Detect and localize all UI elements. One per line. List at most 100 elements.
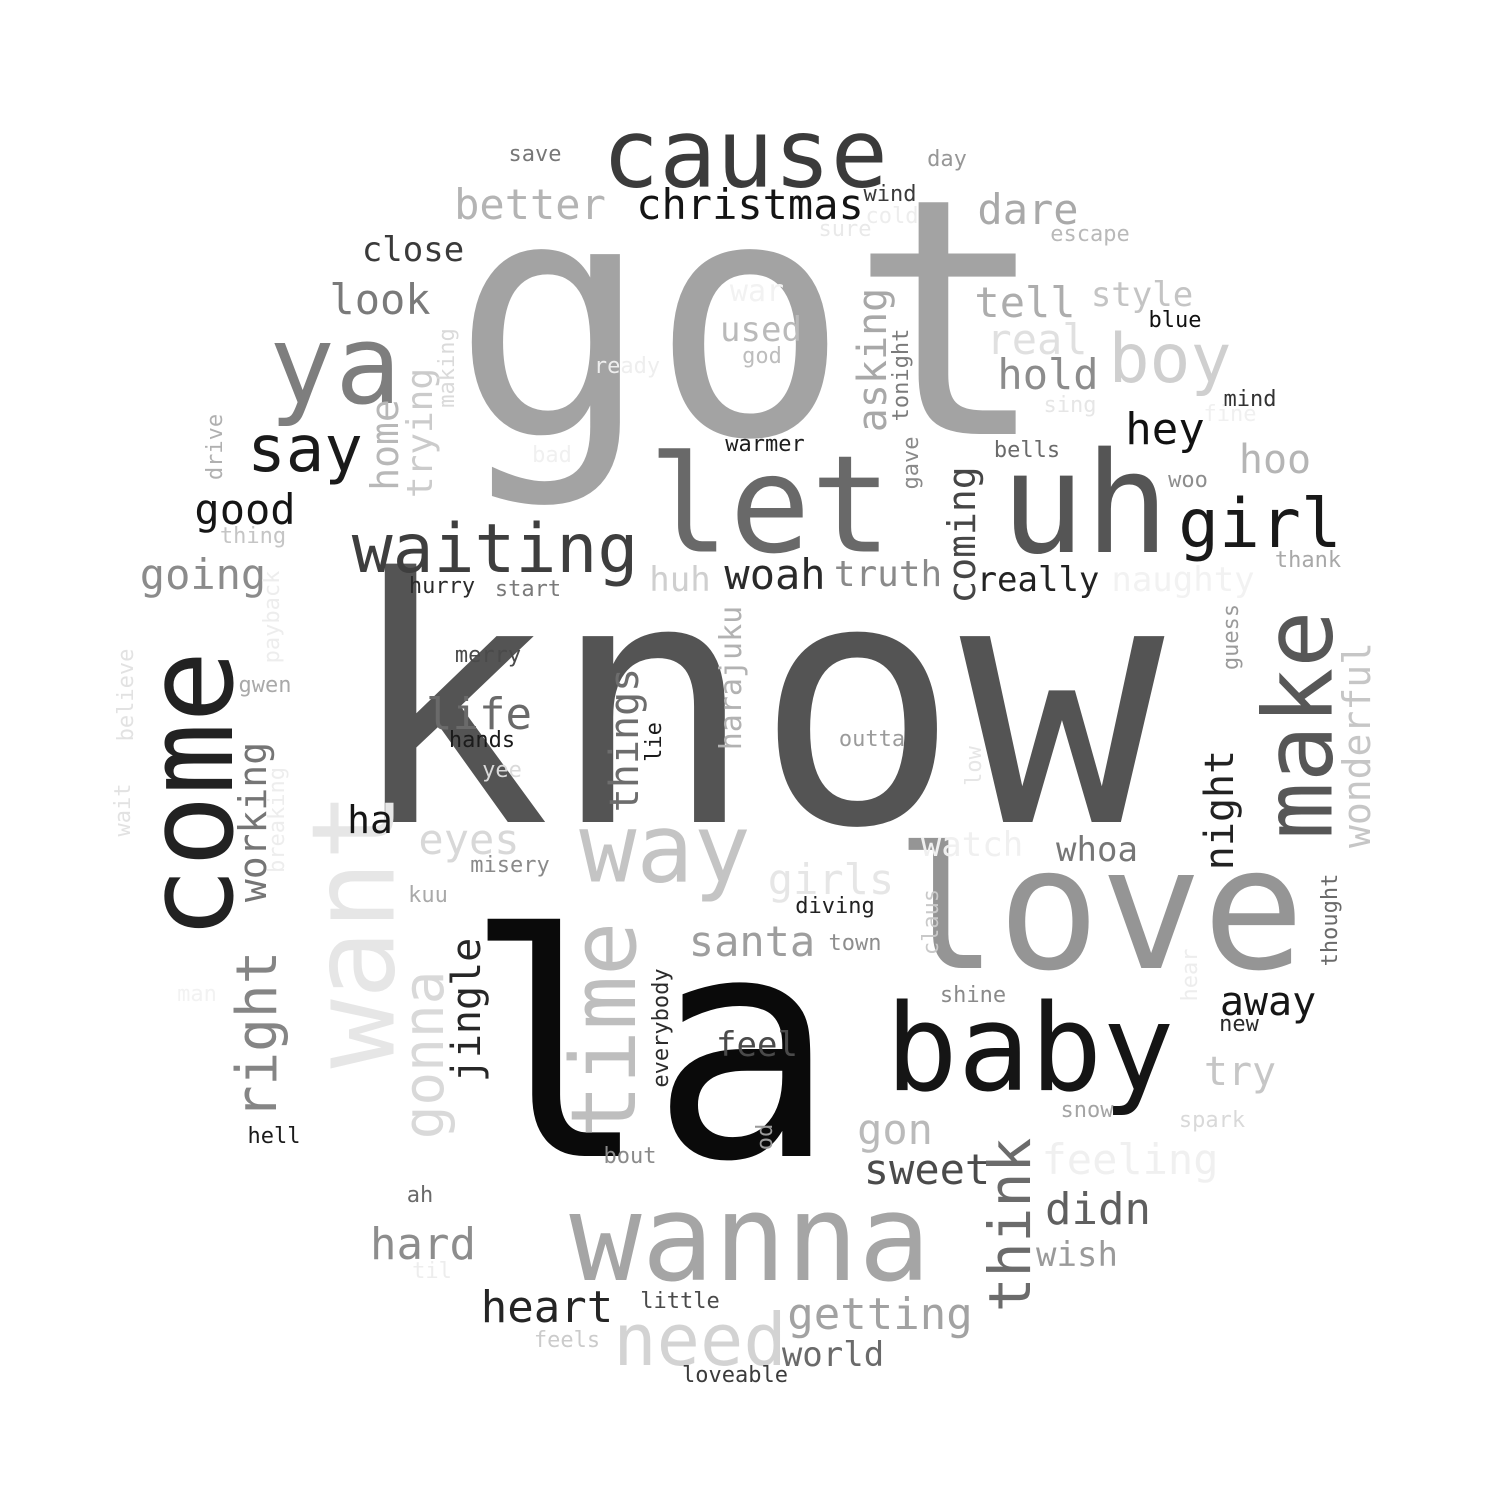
- word-hands: hands: [448, 728, 516, 753]
- word-look: look: [329, 275, 431, 324]
- word-wish: wish: [1036, 1235, 1118, 1275]
- word-hold: hold: [997, 350, 1099, 399]
- word-asking: asking: [850, 287, 896, 433]
- word-day: day: [927, 147, 967, 172]
- word-diving: diving: [795, 894, 875, 919]
- word-home: home: [363, 399, 407, 491]
- word-away: away: [1219, 979, 1317, 1025]
- word-bells: bells: [993, 438, 1061, 463]
- word-naughty: naughty: [1111, 560, 1255, 600]
- word-man: man: [177, 982, 217, 1007]
- word-escape: escape: [1050, 222, 1130, 247]
- word-ya: ya: [268, 301, 402, 429]
- word-sweet: sweet: [863, 1145, 991, 1194]
- word-heart: heart: [480, 1282, 614, 1333]
- word-waiting: waiting: [351, 510, 639, 589]
- word-loveable: loveable: [682, 1363, 788, 1388]
- word-dare: dare: [977, 185, 1079, 234]
- word-feels: feels: [533, 1328, 601, 1353]
- word-time: time: [552, 921, 657, 1139]
- word-watch: watch: [920, 825, 1024, 865]
- word-coming: coming: [940, 466, 984, 604]
- word-feel: feel: [716, 1025, 798, 1065]
- word-fine: fine: [1203, 402, 1257, 427]
- word-tonight: tonight: [889, 328, 914, 422]
- word-little: little: [640, 1289, 720, 1314]
- word-woah: woah: [724, 550, 826, 599]
- word-thank: thank: [1274, 548, 1342, 573]
- word-didn: didn: [1045, 1184, 1151, 1235]
- word-payback: payback: [260, 570, 285, 664]
- word-shine: shine: [939, 983, 1007, 1008]
- word-making: making: [435, 328, 460, 408]
- word-hell: hell: [247, 1124, 301, 1149]
- word-truth: truth: [833, 554, 943, 595]
- word-bout: bout: [603, 1144, 657, 1169]
- word-misery: misery: [470, 853, 550, 878]
- word-snow: snow: [1060, 1098, 1114, 1123]
- word-say: say: [247, 413, 363, 487]
- word-right: right: [225, 950, 290, 1120]
- word-getting: getting: [787, 1289, 973, 1340]
- word-gon: gon: [857, 1105, 933, 1154]
- word-outta: outta: [838, 727, 906, 752]
- word-god: god: [742, 344, 782, 369]
- word-christmas: christmas: [636, 180, 864, 229]
- word-spark: spark: [1178, 1108, 1246, 1133]
- word-sure: sure: [818, 217, 872, 242]
- word-world: world: [781, 1335, 885, 1375]
- word-girl: girl: [1178, 485, 1342, 564]
- word-jingle: jingle: [444, 937, 490, 1083]
- word-style: style: [1090, 275, 1194, 315]
- word-trying: trying: [400, 367, 441, 499]
- word-everybody: everybody: [649, 968, 674, 1088]
- word-wait: wait: [111, 783, 136, 837]
- word-going: going: [139, 550, 267, 599]
- word-hoo: hoo: [1238, 437, 1312, 483]
- word-life: life: [426, 689, 532, 740]
- word-yee: yee: [482, 758, 522, 783]
- word-drive: drive: [203, 413, 228, 481]
- word-low: low: [962, 746, 987, 786]
- word-wonderful: wonderful: [1335, 642, 1379, 848]
- word-war: war: [729, 274, 785, 309]
- word-bad: bad: [532, 443, 572, 468]
- word-know: know: [345, 507, 1165, 903]
- word-new: new: [1219, 1012, 1259, 1037]
- word-blue: blue: [1148, 308, 1202, 333]
- word-hard: hard: [370, 1219, 476, 1270]
- word-believe: believe: [114, 648, 139, 742]
- word-cold: cold: [865, 204, 919, 229]
- word-close: close: [361, 230, 465, 270]
- word-od: od: [753, 1123, 778, 1151]
- word-merry: merry: [454, 643, 522, 668]
- word-save: save: [508, 142, 562, 167]
- word-gave: gave: [899, 436, 924, 490]
- word-huh: huh: [649, 560, 711, 600]
- word-need: need: [613, 1298, 787, 1382]
- word-uh: uh: [1000, 423, 1170, 586]
- word-lie: lie: [642, 722, 667, 762]
- word-kuu: kuu: [408, 883, 448, 908]
- word-claus: claus: [919, 888, 944, 956]
- word-really: really: [976, 560, 1100, 600]
- word-town: town: [828, 931, 882, 956]
- word-gwen: gwen: [238, 673, 292, 698]
- word-woo: woo: [1168, 468, 1208, 493]
- word-got: got: [451, 128, 1049, 512]
- word-hey: hey: [1125, 404, 1205, 455]
- word-make: make: [1244, 610, 1355, 840]
- word-til: til: [412, 1259, 452, 1284]
- word-tell: tell: [974, 278, 1076, 327]
- word-hurry: hurry: [408, 574, 476, 599]
- word-better: better: [454, 180, 606, 229]
- word-eyes: eyes: [418, 815, 520, 864]
- word-warmer: warmer: [725, 432, 805, 457]
- word-feeling: feeling: [1041, 1135, 1219, 1184]
- word-wanna: wanna: [569, 1170, 931, 1309]
- word-boy: boy: [1108, 320, 1232, 399]
- word-mind: mind: [1223, 387, 1277, 412]
- word-baby: baby: [885, 980, 1175, 1119]
- word-ah: ah: [406, 1183, 434, 1208]
